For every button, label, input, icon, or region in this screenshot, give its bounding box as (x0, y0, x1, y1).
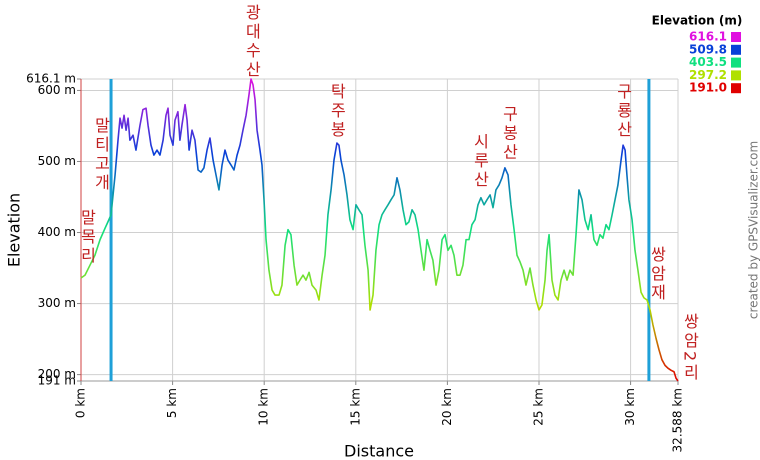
y-tick-label: 400 m (38, 225, 76, 239)
legend-label: 616.1 (689, 30, 727, 44)
x-tick-label: 0 km (74, 388, 88, 418)
legend-label: 509.8 (689, 42, 727, 56)
credit: created by GPSVisualizer.com (747, 141, 760, 319)
annotation: 말목리 (78, 209, 97, 266)
legend-label: 403.5 (689, 55, 727, 69)
y-tick-label: 300 m (38, 296, 76, 310)
annotation: 말티고개 (91, 117, 110, 193)
legend-swatch (731, 57, 741, 68)
elevation-line (80, 78, 679, 382)
annotation: 구봉산 (499, 105, 518, 162)
x-tick-label: 32.588 km (671, 388, 685, 452)
y-tick-label: 600 m (38, 83, 76, 97)
legend-label: 191.0 (689, 81, 727, 95)
x-tick-label: 20 km (440, 388, 454, 426)
legend-title: Elevation (m) (652, 14, 743, 28)
legend-swatch (731, 70, 741, 81)
legend-label: 297.2 (689, 68, 727, 82)
x-tick-label: 30 km (623, 388, 637, 426)
x-tick-label: 5 km (165, 388, 179, 418)
x-tick-label: 10 km (257, 388, 271, 426)
y-axis-title: Elevation (5, 193, 24, 267)
annotation: 시루산 (471, 133, 490, 190)
annotation: 광대수산 (242, 4, 261, 80)
y-tick-label: 616.1 m (26, 72, 76, 86)
x-axis-title: Distance (344, 442, 414, 460)
legend-swatch (731, 83, 741, 94)
annotation: 쌍암재 (647, 246, 666, 303)
legend-swatch (731, 32, 741, 42)
y-tick-label: 500 m (38, 154, 76, 168)
annotation: 쌍암2리 (680, 313, 699, 383)
x-tick-label: 25 km (531, 388, 545, 426)
legend-swatch (731, 44, 741, 55)
annotation: 탁주봉 (327, 83, 346, 140)
y-tick-label: 200 m (38, 367, 76, 381)
y-tick-label: 191 m (38, 374, 76, 388)
x-tick-label: 15 km (348, 388, 362, 426)
annotation: 구룡산 (614, 83, 633, 140)
